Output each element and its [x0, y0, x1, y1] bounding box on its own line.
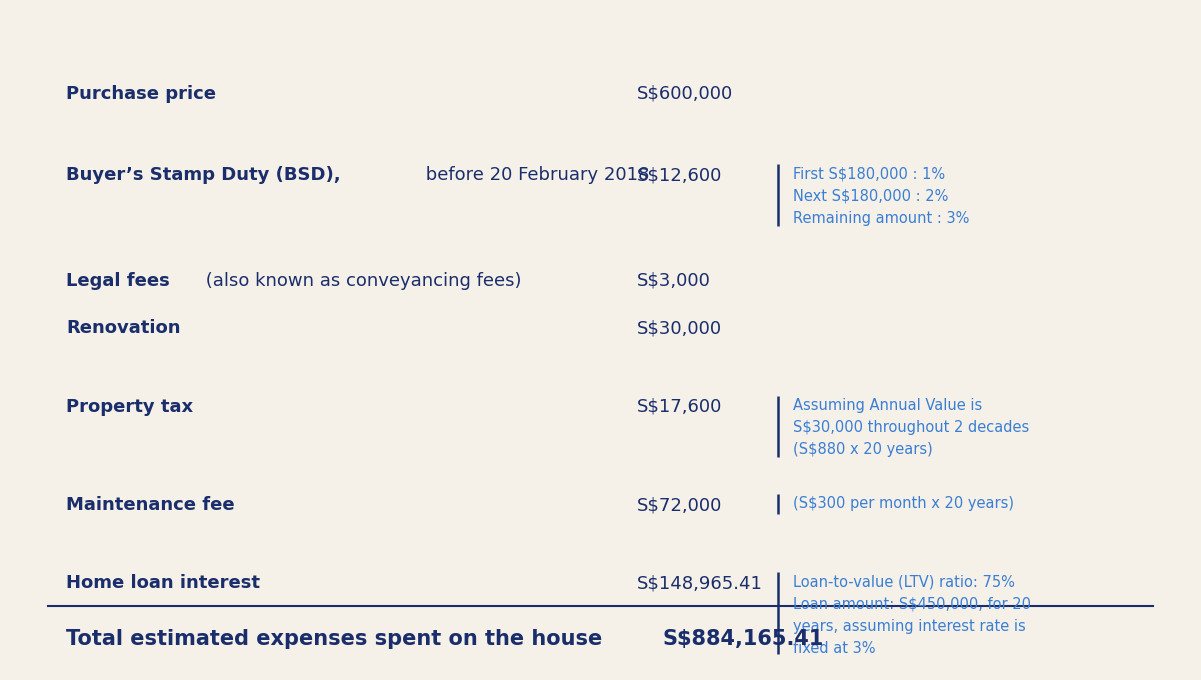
Text: S$30,000: S$30,000 [637, 320, 722, 337]
Text: Home loan interest: Home loan interest [66, 574, 261, 592]
Text: Purchase price: Purchase price [66, 85, 216, 103]
Text: (also known as conveyancing fees): (also known as conveyancing fees) [199, 272, 521, 290]
Text: Buyer’s Stamp Duty (BSD),: Buyer’s Stamp Duty (BSD), [66, 167, 341, 184]
Text: S$17,600: S$17,600 [637, 398, 722, 415]
Text: S$3,000: S$3,000 [637, 272, 711, 290]
Text: Renovation: Renovation [66, 320, 180, 337]
Text: S$884,165.41: S$884,165.41 [663, 629, 824, 649]
Text: S$600,000: S$600,000 [637, 85, 733, 103]
Text: Assuming Annual Value is
S$30,000 throughout 2 decades
(S$880 x 20 years): Assuming Annual Value is S$30,000 throug… [793, 398, 1029, 457]
Text: Property tax: Property tax [66, 398, 193, 415]
Text: Legal fees: Legal fees [66, 272, 169, 290]
Text: First S$180,000 : 1%
Next S$180,000 : 2%
Remaining amount : 3%: First S$180,000 : 1% Next S$180,000 : 2%… [793, 167, 969, 226]
Text: S$148,965.41: S$148,965.41 [637, 574, 763, 592]
Text: S$72,000: S$72,000 [637, 496, 722, 514]
Text: Total estimated expenses spent on the house: Total estimated expenses spent on the ho… [66, 629, 603, 649]
Text: Loan-to-value (LTV) ratio: 75%
Loan amount: S$450,000, for 20
years, assuming in: Loan-to-value (LTV) ratio: 75% Loan amou… [793, 574, 1030, 656]
Text: Maintenance fee: Maintenance fee [66, 496, 234, 514]
Text: (S$300 per month x 20 years): (S$300 per month x 20 years) [793, 496, 1014, 511]
Text: S$12,600: S$12,600 [637, 167, 722, 184]
Text: before 20 February 2018: before 20 February 2018 [420, 167, 650, 184]
